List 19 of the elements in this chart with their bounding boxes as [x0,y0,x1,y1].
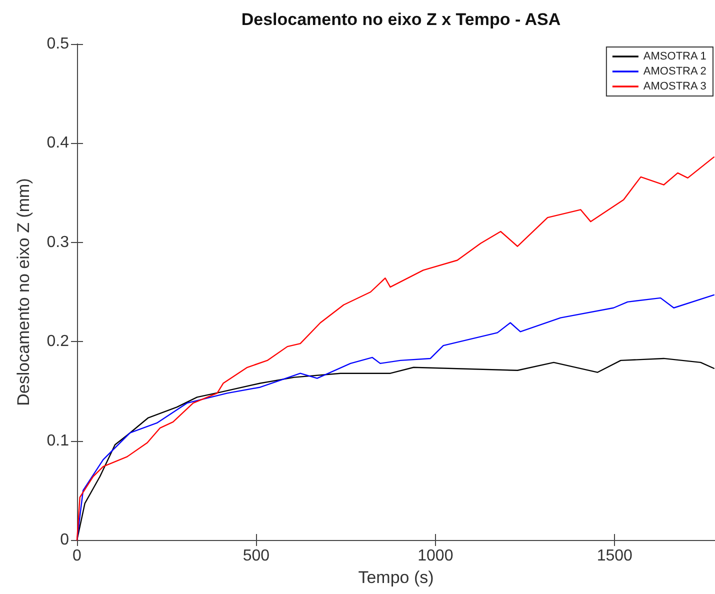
legend-label: AMSOTRA 1 [643,50,706,62]
y-tick-label: 0.4 [46,134,70,152]
line-series [76,156,715,541]
x-tick-label: 1000 [418,548,454,564]
y-axis-title: Deslocamento no eixo Z (mm) [14,178,33,406]
x-tick-label: 0 [72,548,82,564]
line-series [76,294,715,541]
y-tick-label: 0.3 [46,234,70,251]
line-series [76,358,715,541]
y-tick-label: 0 [60,532,70,548]
y-tick-label: 0.2 [46,333,70,350]
x-tick-label: 500 [242,548,270,564]
x-tick-label: 1500 [596,548,633,564]
chart-title: Deslocamento no eixo Z x Tempo - ASA [241,10,561,29]
y-tick-label: 0.1 [46,432,70,450]
y-tick-label: 0.5 [46,36,70,52]
x-axis-title: Tempo (s) [358,568,434,587]
legend-label: AMOSTRA 2 [643,66,706,78]
legend-label: AMOSTRA 3 [643,80,706,92]
